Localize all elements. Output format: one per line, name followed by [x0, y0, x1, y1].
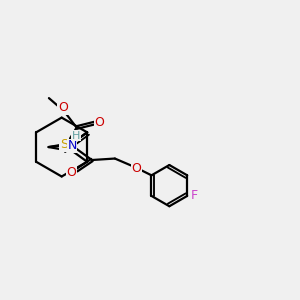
Text: O: O [132, 162, 142, 175]
Text: O: O [66, 166, 76, 179]
Text: O: O [58, 101, 68, 114]
Text: N: N [68, 140, 77, 152]
Text: F: F [191, 189, 198, 203]
Text: S: S [60, 138, 68, 151]
Text: H: H [72, 131, 80, 141]
Text: O: O [94, 116, 104, 129]
